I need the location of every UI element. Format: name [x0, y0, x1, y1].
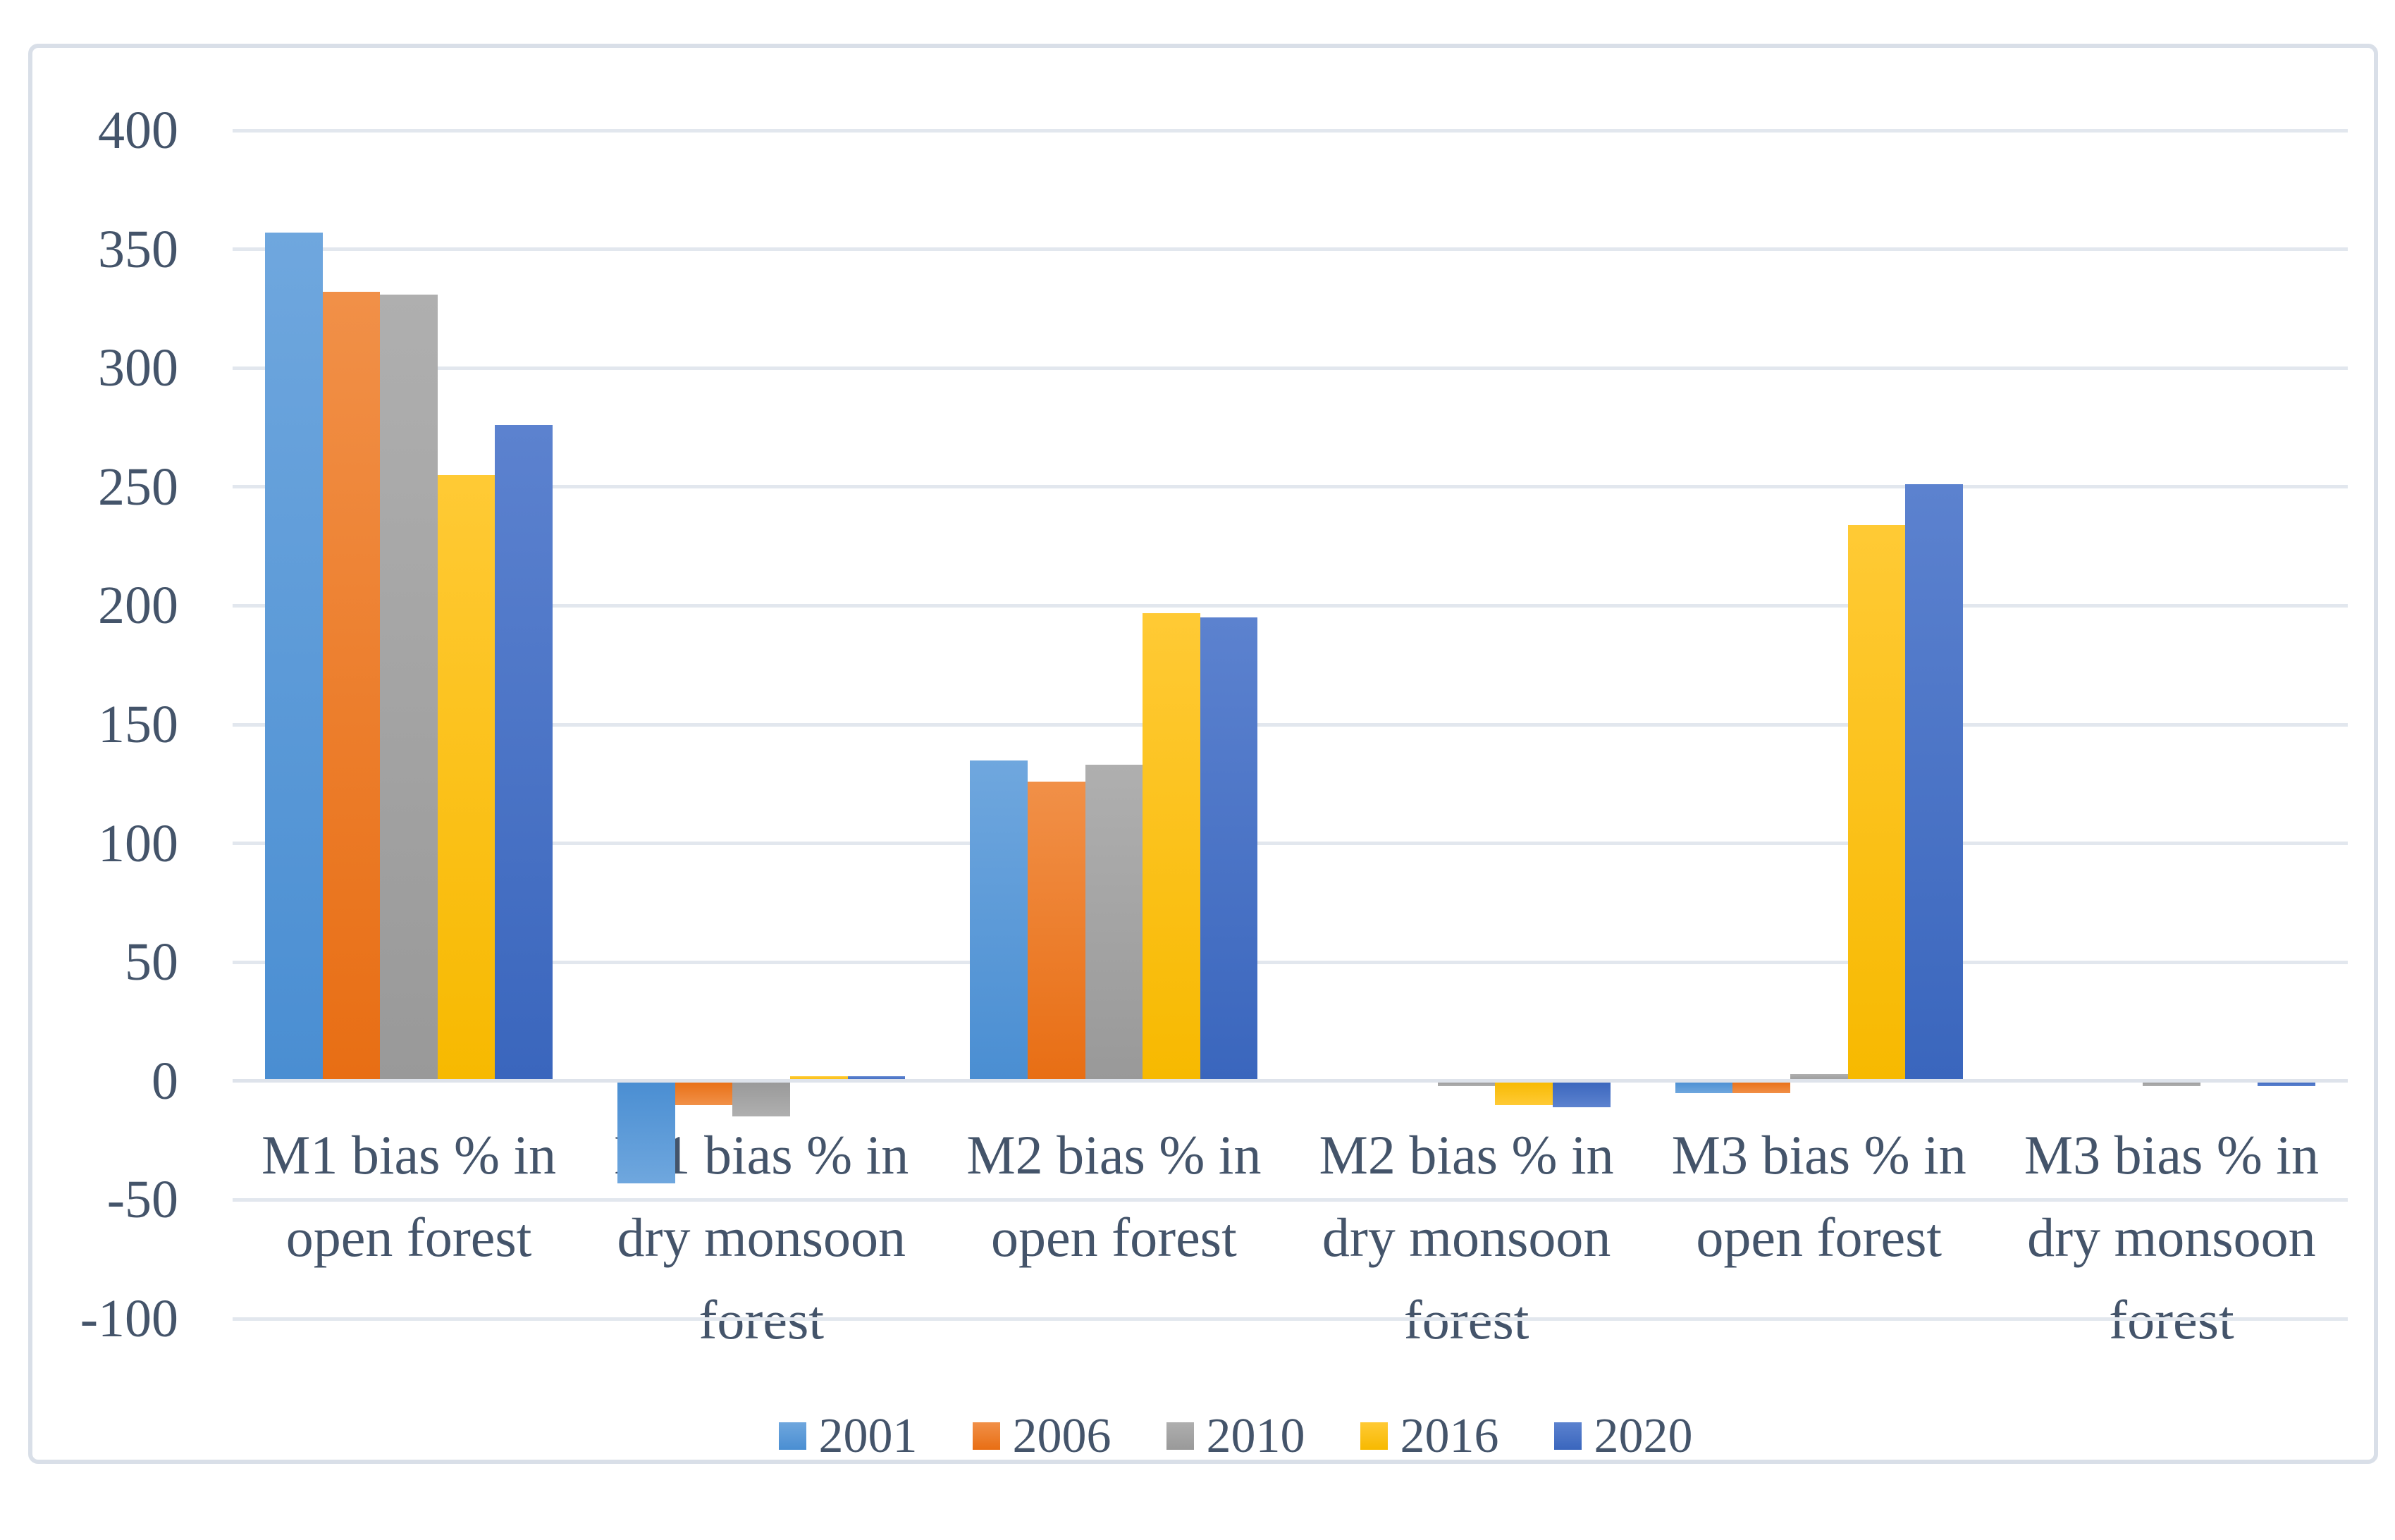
bar-2016-category-4 — [1495, 1080, 1553, 1105]
category-label-line: M3 bias % in — [1671, 1124, 1966, 1185]
bar-2010-category-6 — [2143, 1080, 2200, 1086]
y-axis-tick-label: 300 — [98, 338, 178, 398]
y-axis-tick-label: 0 — [152, 1051, 178, 1111]
gridline — [233, 842, 2348, 846]
legend-item-2010: 2010 — [1166, 1408, 1305, 1463]
legend-label: 2006 — [1012, 1408, 1112, 1463]
legend-item-2001: 2001 — [778, 1408, 918, 1463]
gridline — [233, 128, 2348, 133]
y-axis-tick-label: -50 — [106, 1170, 178, 1230]
bar-2020-category-1 — [495, 425, 553, 1081]
category-label-line: dry monsoon — [2027, 1207, 2316, 1268]
bar-2001-category-2 — [617, 1080, 675, 1183]
plot-area — [233, 128, 2348, 1321]
bar-2001-category-3 — [970, 760, 1028, 1081]
category-label: M1 bias % in open forest — [233, 1114, 585, 1279]
bar-2020-category-2 — [847, 1076, 906, 1081]
category-label: M3 bias % in dry monsoon forest — [1995, 1114, 2348, 1361]
category-label: M3 bias % in open forest — [1643, 1114, 1995, 1279]
bar-2001-category-1 — [265, 232, 323, 1081]
gridline — [233, 485, 2348, 489]
bar-2006-category-3 — [1028, 781, 1085, 1081]
bar-2006-category-5 — [1732, 1080, 1790, 1093]
legend-swatch-icon — [1360, 1422, 1388, 1450]
category-label-line: M2 bias % in — [966, 1124, 1262, 1185]
legend-item-2020: 2020 — [1553, 1408, 1693, 1463]
legend-label: 2016 — [1400, 1408, 1499, 1463]
legend-label: 2010 — [1206, 1408, 1305, 1463]
legend-swatch-icon — [778, 1422, 806, 1450]
bar-2010-category-5 — [1790, 1073, 1848, 1081]
category-label-line: dry monsoon — [1322, 1207, 1611, 1268]
bar-2001-category-5 — [1675, 1080, 1733, 1093]
bar-2010-category-1 — [380, 294, 438, 1081]
legend-label: 2020 — [1594, 1408, 1693, 1463]
category-label-line: M2 bias % in — [1319, 1124, 1614, 1185]
gridline — [233, 1317, 2348, 1321]
y-axis-tick-label: 50 — [125, 932, 178, 992]
gridline — [233, 1197, 2348, 1202]
gridline — [233, 722, 2348, 727]
gridline — [233, 247, 2348, 252]
category-label: M2 bias % in dry monsoon forest — [1291, 1114, 1643, 1361]
y-axis: 400 350 300 250 200 150 100 50 0 -50 -100 — [32, 48, 178, 1540]
legend-swatch-icon — [972, 1422, 1000, 1450]
category-label-line: open forest — [285, 1207, 532, 1268]
bar-2006-category-1 — [322, 292, 381, 1081]
gridline — [233, 960, 2348, 964]
legend-item-2016: 2016 — [1360, 1408, 1499, 1463]
bar-2020-category-6 — [2258, 1080, 2315, 1086]
category-label-line: dry monsoon — [617, 1207, 906, 1268]
bar-2006-category-2 — [675, 1080, 733, 1105]
bar-2010-category-3 — [1085, 765, 1143, 1081]
bar-2020-category-5 — [1905, 484, 1963, 1081]
y-axis-tick-label: 400 — [98, 101, 178, 160]
y-axis-tick-label: 350 — [98, 219, 178, 279]
category-label: M2 bias % in open forest — [937, 1114, 1290, 1279]
bar-2016-category-1 — [437, 474, 495, 1081]
y-axis-tick-label: 100 — [98, 813, 178, 873]
x-axis-zero-line — [233, 1079, 2348, 1083]
y-axis-tick-label: 200 — [98, 576, 178, 636]
legend-swatch-icon — [1553, 1422, 1582, 1450]
bar-2010-category-4 — [1437, 1080, 1496, 1086]
category-label-line: open forest — [991, 1207, 1237, 1268]
bar-2016-category-3 — [1143, 612, 1200, 1081]
gridline — [233, 603, 2348, 608]
legend-swatch-icon — [1166, 1422, 1194, 1450]
category-label-line: M1 bias % in — [261, 1124, 557, 1185]
legend-item-2006: 2006 — [972, 1408, 1112, 1463]
bar-2020-category-3 — [1200, 617, 1258, 1081]
legend-label: 2001 — [818, 1408, 918, 1463]
bar-2016-category-2 — [790, 1076, 848, 1081]
category-label-line: M3 bias % in — [2024, 1124, 2319, 1185]
bar-2016-category-5 — [1847, 524, 1906, 1081]
y-axis-tick-label: -100 — [80, 1289, 178, 1348]
legend: 2001 2006 2010 2016 2020 — [61, 1403, 2395, 1470]
bar-2020-category-4 — [1552, 1080, 1611, 1107]
gridline — [233, 366, 2348, 370]
bar-2010-category-2 — [732, 1080, 791, 1117]
category-label-line: open forest — [1696, 1207, 1943, 1268]
y-axis-tick-label: 150 — [98, 695, 178, 754]
y-axis-tick-label: 250 — [98, 457, 178, 517]
x-axis-labels: M1 bias % in open forest M1 bias % in dry m… — [233, 1114, 2348, 1396]
chart-figure: 400 350 300 250 200 150 100 50 0 -50 -100 M1 bias … — [28, 44, 2378, 1464]
